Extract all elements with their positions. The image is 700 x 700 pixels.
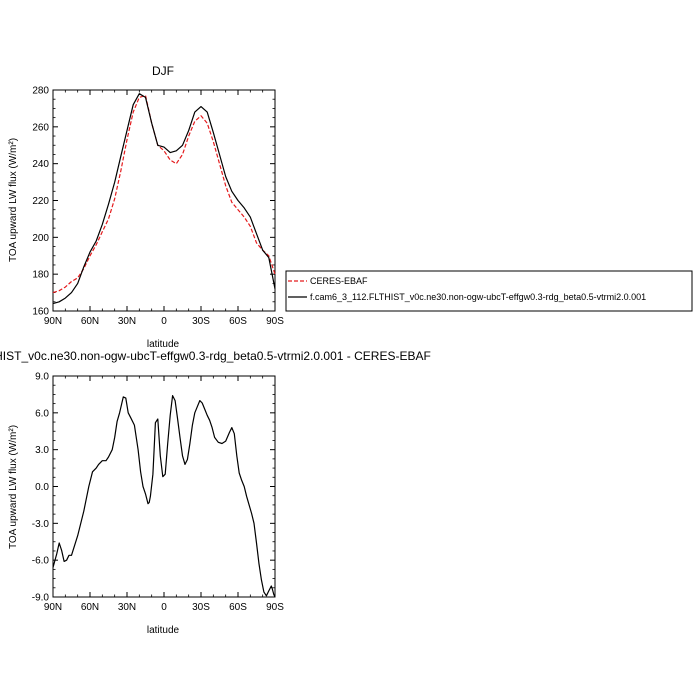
legend-label-model: f.cam6_3_112.FLTHIST_v0c.ne30.non-ogw-ub…	[310, 292, 646, 302]
top-x-tick-label: 0	[161, 316, 167, 327]
bottom-y-axis-title: TOA upward LW flux (W/m²)	[8, 425, 19, 549]
legend: CERES-EBAF f.cam6_3_112.FLTHIST_v0c.ne30…	[285, 270, 693, 312]
top-y-axis-title: TOA upward LW flux (W/m²)	[8, 138, 19, 262]
bottom-y-tick-label: 9.0	[35, 372, 49, 383]
top-y-tick-label: 240	[32, 159, 49, 170]
bottom-y-tick-label: 0.0	[35, 482, 49, 493]
panel-top: DJF 160 180 200 220 240 260 280 90N 60N 30N 0 30S 6…	[8, 64, 284, 350]
bottom-x-tick-label: 30S	[192, 602, 210, 613]
bottom-x-tick-label: 60S	[229, 602, 247, 613]
bottom-series-line-0	[52, 395, 276, 598]
top-x-tick-label: 90S	[266, 316, 284, 327]
bottom-y-tick-label: -6.0	[32, 556, 50, 567]
top-y-tick-label: 200	[32, 233, 49, 244]
bottom-y-tick-label: 3.0	[35, 445, 49, 456]
bottom-x-tick-label: 30N	[118, 602, 136, 613]
top-y-tick-label: 260	[32, 122, 49, 133]
bottom-y-tick-label: -9.0	[32, 593, 50, 604]
top-x-tick-label: 60S	[229, 316, 247, 327]
bottom-y-axis: -9.0 -6.0 -3.0 0.0 3.0 6.0 9.0	[32, 372, 275, 604]
bottom-y-tick-label: -3.0	[32, 519, 50, 530]
bottom-plot-area	[52, 395, 276, 598]
top-series-line-1	[52, 93, 276, 305]
top-x-axis-title: latitude	[147, 339, 180, 350]
bottom-x-axis-title: latitude	[147, 625, 180, 636]
top-x-axis: 90N 60N 30N 0 30S 60S 90S	[44, 90, 284, 327]
legend-label-ceres: CERES-EBAF	[310, 276, 368, 286]
bottom-x-tick-label: 90N	[44, 602, 62, 613]
bottom-x-tick-label: 90S	[266, 602, 284, 613]
bottom-x-axis: 90N 60N 30N 0 30S 60S 90S	[44, 376, 284, 613]
top-x-tick-label: 60N	[81, 316, 99, 327]
bottom-chart-title: f.cam6_3_112.FLTHIST_v0c.ne30.non-ogw-ub…	[0, 349, 431, 363]
bottom-x-tick-label: 0	[161, 602, 167, 613]
top-series-line-0	[52, 94, 276, 294]
legend-box	[285, 270, 693, 312]
top-x-tick-label: 90N	[44, 316, 62, 327]
bottom-plot-frame	[52, 375, 276, 598]
top-y-tick-label: 220	[32, 196, 49, 207]
top-x-tick-label: 30S	[192, 316, 210, 327]
top-y-tick-label: 280	[32, 86, 49, 97]
top-y-axis: 160 180 200 220 240 260 280	[32, 86, 275, 318]
top-plot-area	[52, 93, 276, 305]
top-x-tick-label: 30N	[118, 316, 136, 327]
top-chart-title: DJF	[152, 64, 174, 78]
bottom-x-tick-label: 60N	[81, 602, 99, 613]
top-y-tick-label: 180	[32, 270, 49, 281]
bottom-y-tick-label: 6.0	[35, 408, 49, 419]
top-plot-frame	[52, 89, 276, 312]
top-y-tick-label: 160	[32, 307, 49, 318]
panel-bottom: f.cam6_3_112.FLTHIST_v0c.ne30.non-ogw-ub…	[0, 349, 431, 636]
